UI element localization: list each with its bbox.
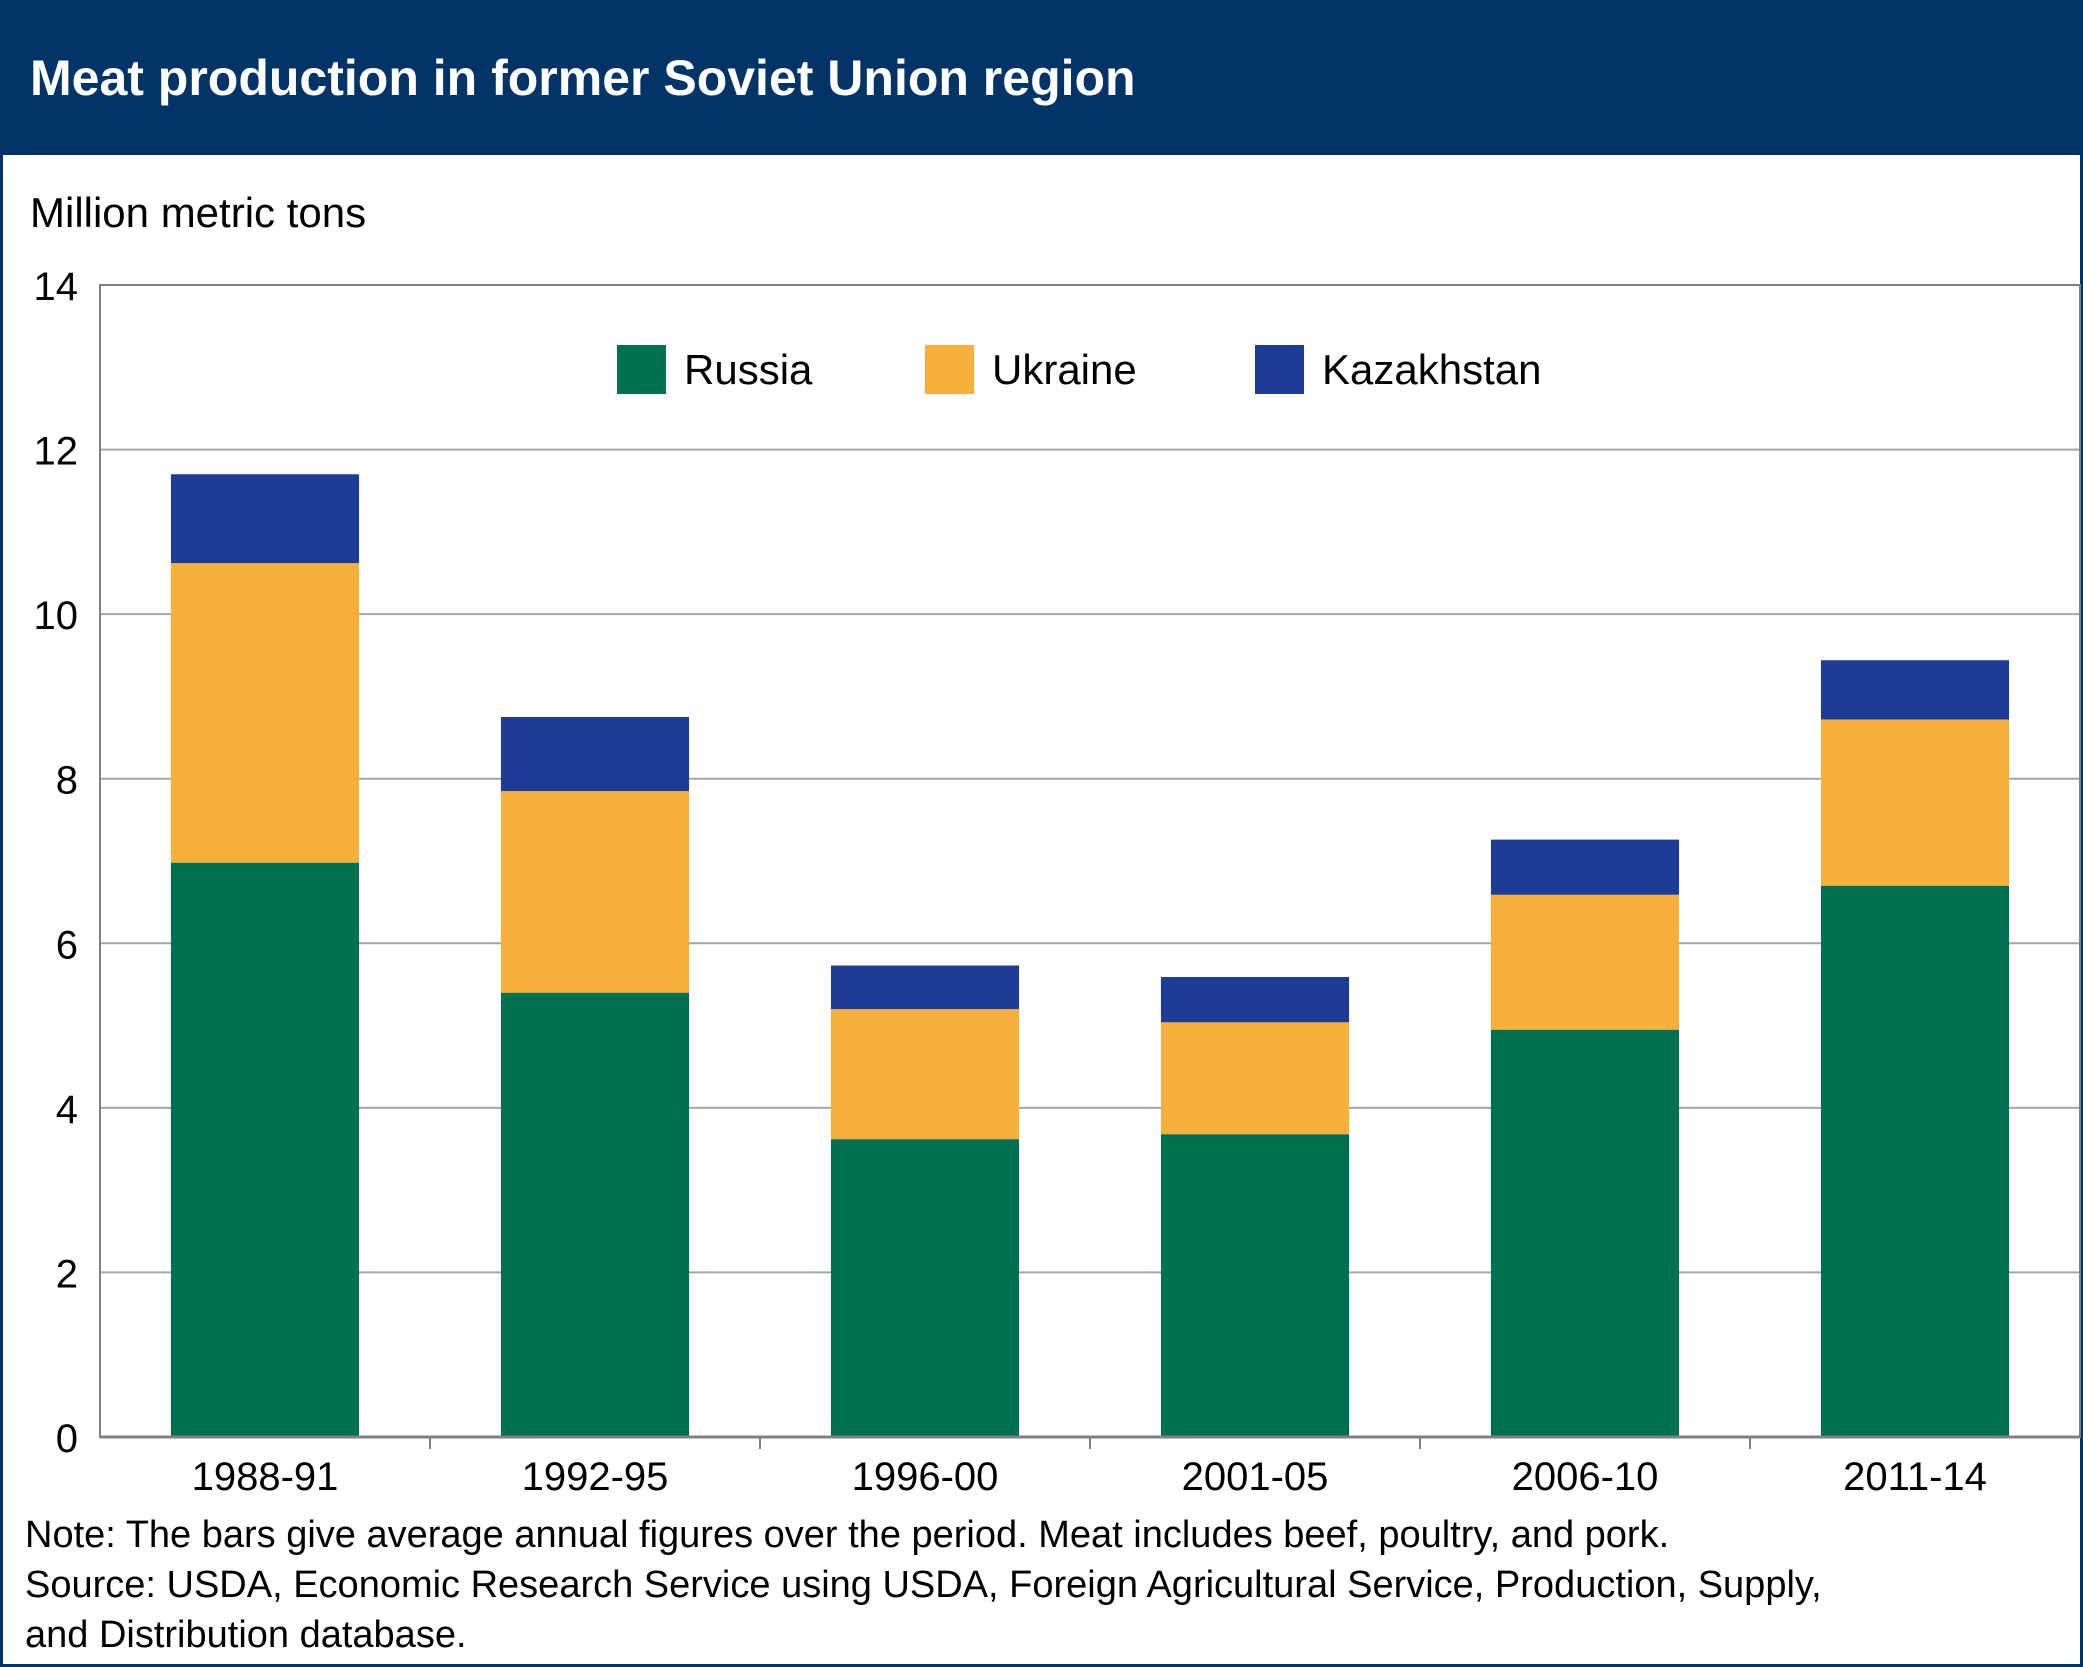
- bar-kazakhstan-1988-91: [170, 474, 360, 564]
- bar-ukraine-1996-00: [830, 1009, 1020, 1140]
- y-axis-label: Million metric tons: [30, 189, 367, 236]
- x-tick-label: 2001-05: [1182, 1455, 1329, 1499]
- y-tick-label: 6: [56, 923, 78, 967]
- y-tick-label: 10: [34, 594, 79, 638]
- bar-ukraine-2011-14: [1820, 719, 2010, 886]
- legend-item-russia: Russia: [617, 345, 813, 394]
- bar-ukraine-1992-95: [500, 791, 690, 993]
- legend-swatch: [617, 345, 666, 394]
- bar-kazakhstan-1992-95: [500, 717, 690, 792]
- legend-label: Kazakhstan: [1322, 346, 1541, 393]
- legend: Russia Ukraine Kazakhstan: [617, 345, 1541, 394]
- bar-russia-1992-95: [500, 992, 690, 1437]
- y-tick-label: 12: [34, 430, 79, 474]
- plot-border: [99, 284, 2081, 1438]
- bar-stack-2006-10: [1490, 839, 1680, 1437]
- gridlines: [100, 448, 2080, 1274]
- bar-ukraine-2001-05: [1160, 1022, 1350, 1135]
- y-tick-label: 14: [34, 265, 79, 309]
- bar-russia-2001-05: [1160, 1134, 1350, 1437]
- bar-kazakhstan-2011-14: [1820, 660, 2010, 720]
- bar-stack-2011-14: [1820, 660, 2010, 1437]
- legend-item-ukraine: Ukraine: [925, 345, 1137, 394]
- y-tick-label: 0: [56, 1417, 78, 1461]
- legend-item-kazakhstan: Kazakhstan: [1255, 345, 1541, 394]
- bar-russia-2006-10: [1490, 1029, 1680, 1437]
- footnotes: Note: The bars give average annual figur…: [25, 1510, 2065, 1660]
- x-tick-label: 1992-95: [522, 1455, 669, 1499]
- source-text-line-2: and Distribution database.: [25, 1614, 467, 1656]
- bar-stack-1988-91: [170, 474, 360, 1437]
- legend-label: Russia: [684, 346, 813, 393]
- x-tick-label: 2011-14: [1843, 1455, 1987, 1499]
- x-tick-label: 2006-10: [1512, 1455, 1659, 1499]
- title-bar: Meat production in former Soviet Union r…: [0, 0, 2083, 155]
- axes: 0 2 4 6 8 10 12 14 1988-91 1992-95 1996-00 2001-05 2…: [34, 265, 2081, 1499]
- bar-stack-1992-95: [500, 717, 690, 1437]
- bar-stack-2001-05: [1160, 977, 1350, 1437]
- x-tick-label: 1988-91: [192, 1455, 339, 1499]
- bar-stack-1996-00: [830, 965, 1020, 1437]
- bar-russia-1996-00: [830, 1139, 1020, 1437]
- legend-swatch: [925, 345, 974, 394]
- legend-swatch: [1255, 345, 1304, 394]
- bar-ukraine-1988-91: [170, 563, 360, 863]
- note-text: Note: The bars give average annual figur…: [25, 1514, 1670, 1556]
- bar-ukraine-2006-10: [1490, 894, 1680, 1030]
- y-tick-label: 2: [56, 1252, 78, 1296]
- bar-russia-1988-91: [170, 862, 360, 1437]
- bars: [170, 474, 2010, 1437]
- chart-title: Meat production in former Soviet Union r…: [30, 50, 1136, 106]
- x-tick-label: 1996-00: [852, 1455, 999, 1499]
- y-tick-label: 4: [56, 1088, 78, 1132]
- source-text-line-1: Source: USDA, Economic Research Service …: [25, 1564, 1822, 1606]
- bar-russia-2011-14: [1820, 885, 2010, 1437]
- legend-label: Ukraine: [992, 346, 1137, 393]
- bar-kazakhstan-2001-05: [1160, 977, 1350, 1023]
- bar-kazakhstan-1996-00: [830, 965, 1020, 1010]
- y-tick-label: 8: [56, 759, 78, 803]
- bar-kazakhstan-2006-10: [1490, 839, 1680, 895]
